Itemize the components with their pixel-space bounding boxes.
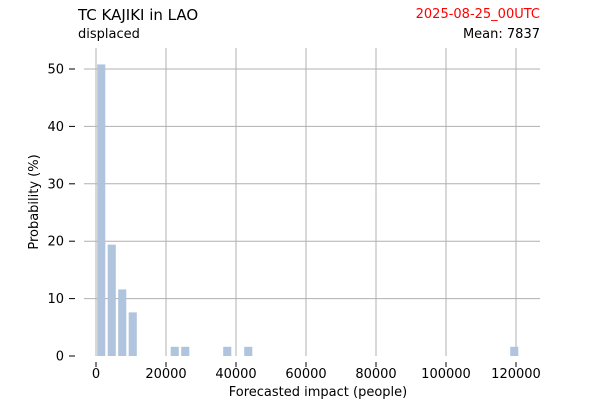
x-tick-label: 60000 [285, 367, 326, 382]
x-axis-ticks: 0 20000 40000 60000 80000 100000 120000 [92, 362, 541, 382]
y-tick-label: 20 [47, 235, 64, 250]
y-tick-label: 0 [56, 350, 64, 365]
histogram-bar [170, 346, 179, 356]
histogram-bar [118, 289, 127, 356]
x-axis-label: Forecasted impact (people) [229, 385, 407, 400]
y-axis-ticks: 0 10 20 30 40 50 [47, 63, 75, 365]
histogram-bar [223, 346, 232, 356]
y-tick-label: 30 [47, 177, 64, 192]
chart-subtitle: displaced [78, 27, 140, 42]
x-tick-label: 100000 [421, 367, 471, 382]
x-tick-label: 20000 [145, 367, 186, 382]
y-tick-label: 10 [47, 292, 64, 307]
grid-lines [84, 48, 540, 356]
x-tick-label: 80000 [355, 367, 396, 382]
histogram-bar [181, 346, 190, 356]
chart-title: TC KAJIKI in LAO [78, 6, 199, 24]
y-tick-label: 40 [47, 120, 64, 135]
x-tick-label: 0 [92, 367, 100, 382]
histogram-bar [97, 64, 106, 357]
bars [97, 64, 519, 357]
histogram-bar [510, 346, 519, 356]
histogram-bar [107, 244, 116, 356]
histogram-bar [128, 312, 137, 356]
x-tick-label: 40000 [215, 367, 256, 382]
y-tick-label: 50 [47, 63, 64, 78]
forecast-date: 2025-08-25_00UTC [415, 7, 540, 22]
mean-value: Mean: 7837 [462, 27, 540, 42]
x-tick-label: 120000 [491, 367, 541, 382]
y-axis-label: Probability (%) [27, 154, 42, 249]
histogram-bar [244, 346, 253, 356]
